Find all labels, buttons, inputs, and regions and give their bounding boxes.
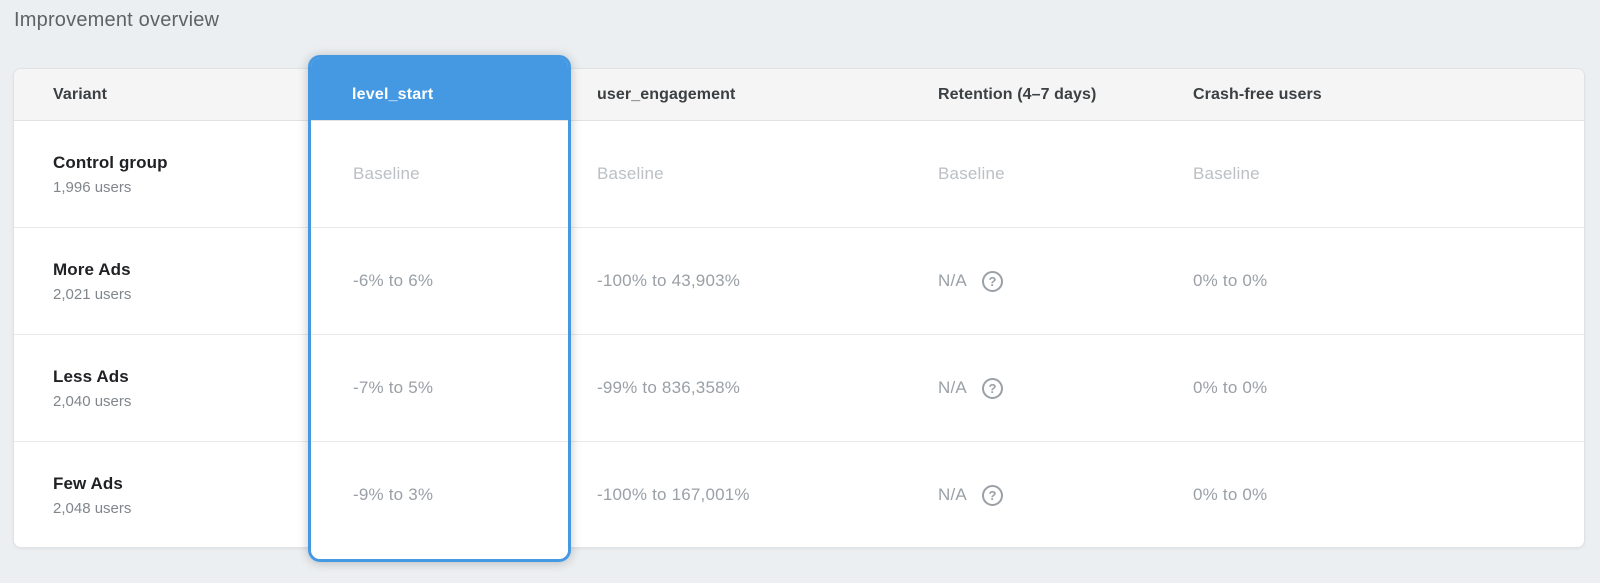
column-header-crash-free: Crash-free users	[1168, 69, 1584, 120]
column-header-retention: Retention (4–7 days)	[913, 69, 1168, 120]
metric-value: -100% to 167,001%	[597, 485, 750, 504]
crash-free-cell: Baseline	[1168, 121, 1584, 227]
metric-value: Baseline	[938, 164, 1005, 183]
retention-cell: N/A ?	[913, 442, 1168, 547]
help-icon[interactable]: ?	[981, 377, 1003, 399]
column-header-variant: Variant	[14, 69, 309, 120]
metric-value: 0% to 0%	[1193, 485, 1268, 504]
selected-metric-card-level-start[interactable]: level_start	[308, 55, 571, 562]
variant-cell: Control group 1,996 users	[14, 121, 309, 227]
metric-value: -99% to 836,358%	[597, 378, 741, 397]
variant-name: More Ads	[53, 259, 131, 279]
help-icon[interactable]: ?	[981, 484, 1003, 506]
table-row-less-ads: Less Ads 2,040 users -7% to 5% -99% to 8…	[14, 335, 1584, 442]
selected-metric-header[interactable]: level_start	[311, 58, 568, 120]
selected-metric-card-bottom	[311, 547, 568, 559]
column-header-label: Retention (4–7 days)	[938, 85, 1097, 103]
variant-cell: More Ads 2,021 users	[14, 228, 309, 334]
crash-free-cell: 0% to 0%	[1168, 228, 1584, 334]
metric-value: -9% to 3%	[353, 485, 434, 504]
metric-value: 0% to 0%	[1193, 271, 1268, 290]
crash-free-cell: 0% to 0%	[1168, 442, 1584, 547]
table-row-more-ads: More Ads 2,021 users -6% to 6% -100% to …	[14, 228, 1584, 335]
metric-value: -7% to 5%	[353, 378, 434, 397]
variant-name: Few Ads	[53, 473, 123, 493]
level-start-cell: Baseline	[309, 121, 572, 227]
metric-value: N/A	[938, 378, 967, 397]
variant-cell: Few Ads 2,048 users	[14, 442, 309, 547]
table-header-row: Variant user_engagement Retention (4–7 d…	[14, 69, 1584, 121]
variant-name: Less Ads	[53, 366, 129, 386]
level-start-cell: -7% to 5%	[309, 335, 572, 441]
table-row-control-group: Control group 1,996 users Baseline Basel…	[14, 121, 1584, 228]
metric-value: Baseline	[353, 164, 420, 183]
variant-name: Control group	[53, 152, 168, 172]
variant-user-count: 2,048 users	[53, 499, 132, 517]
metric-value: Baseline	[597, 164, 664, 183]
level-start-cell: -6% to 6%	[309, 228, 572, 334]
variant-user-count: 1,996 users	[53, 178, 132, 196]
retention-cell: Baseline	[913, 121, 1168, 227]
variant-cell: Less Ads 2,040 users	[14, 335, 309, 441]
metric-value: -6% to 6%	[353, 271, 434, 290]
metric-value: Baseline	[1193, 164, 1260, 183]
help-icon[interactable]: ?	[981, 270, 1003, 292]
user-engagement-cell: -99% to 836,358%	[572, 335, 913, 441]
column-header-label: user_engagement	[597, 85, 736, 103]
user-engagement-cell: Baseline	[572, 121, 913, 227]
table-row-few-ads: Few Ads 2,048 users -9% to 3% -100% to 1…	[14, 442, 1584, 547]
column-header-label: Crash-free users	[1193, 85, 1322, 103]
column-header-label: Variant	[53, 85, 108, 103]
metric-value: N/A	[938, 485, 967, 504]
retention-cell: N/A ?	[913, 228, 1168, 334]
user-engagement-cell: -100% to 43,903%	[572, 228, 913, 334]
retention-cell: N/A ?	[913, 335, 1168, 441]
metric-value: N/A	[938, 271, 967, 290]
level-start-cell: -9% to 3%	[309, 442, 572, 547]
improvement-overview-table: Variant user_engagement Retention (4–7 d…	[13, 68, 1585, 548]
metric-value: 0% to 0%	[1193, 378, 1268, 397]
page-title: Improvement overview	[14, 9, 220, 31]
metric-value: -100% to 43,903%	[597, 271, 741, 290]
variant-user-count: 2,040 users	[53, 392, 132, 410]
variant-user-count: 2,021 users	[53, 285, 132, 303]
user-engagement-cell: -100% to 167,001%	[572, 442, 913, 547]
crash-free-cell: 0% to 0%	[1168, 335, 1584, 441]
column-header-user-engagement: user_engagement	[572, 69, 913, 120]
selected-metric-label: level_start	[352, 86, 434, 103]
